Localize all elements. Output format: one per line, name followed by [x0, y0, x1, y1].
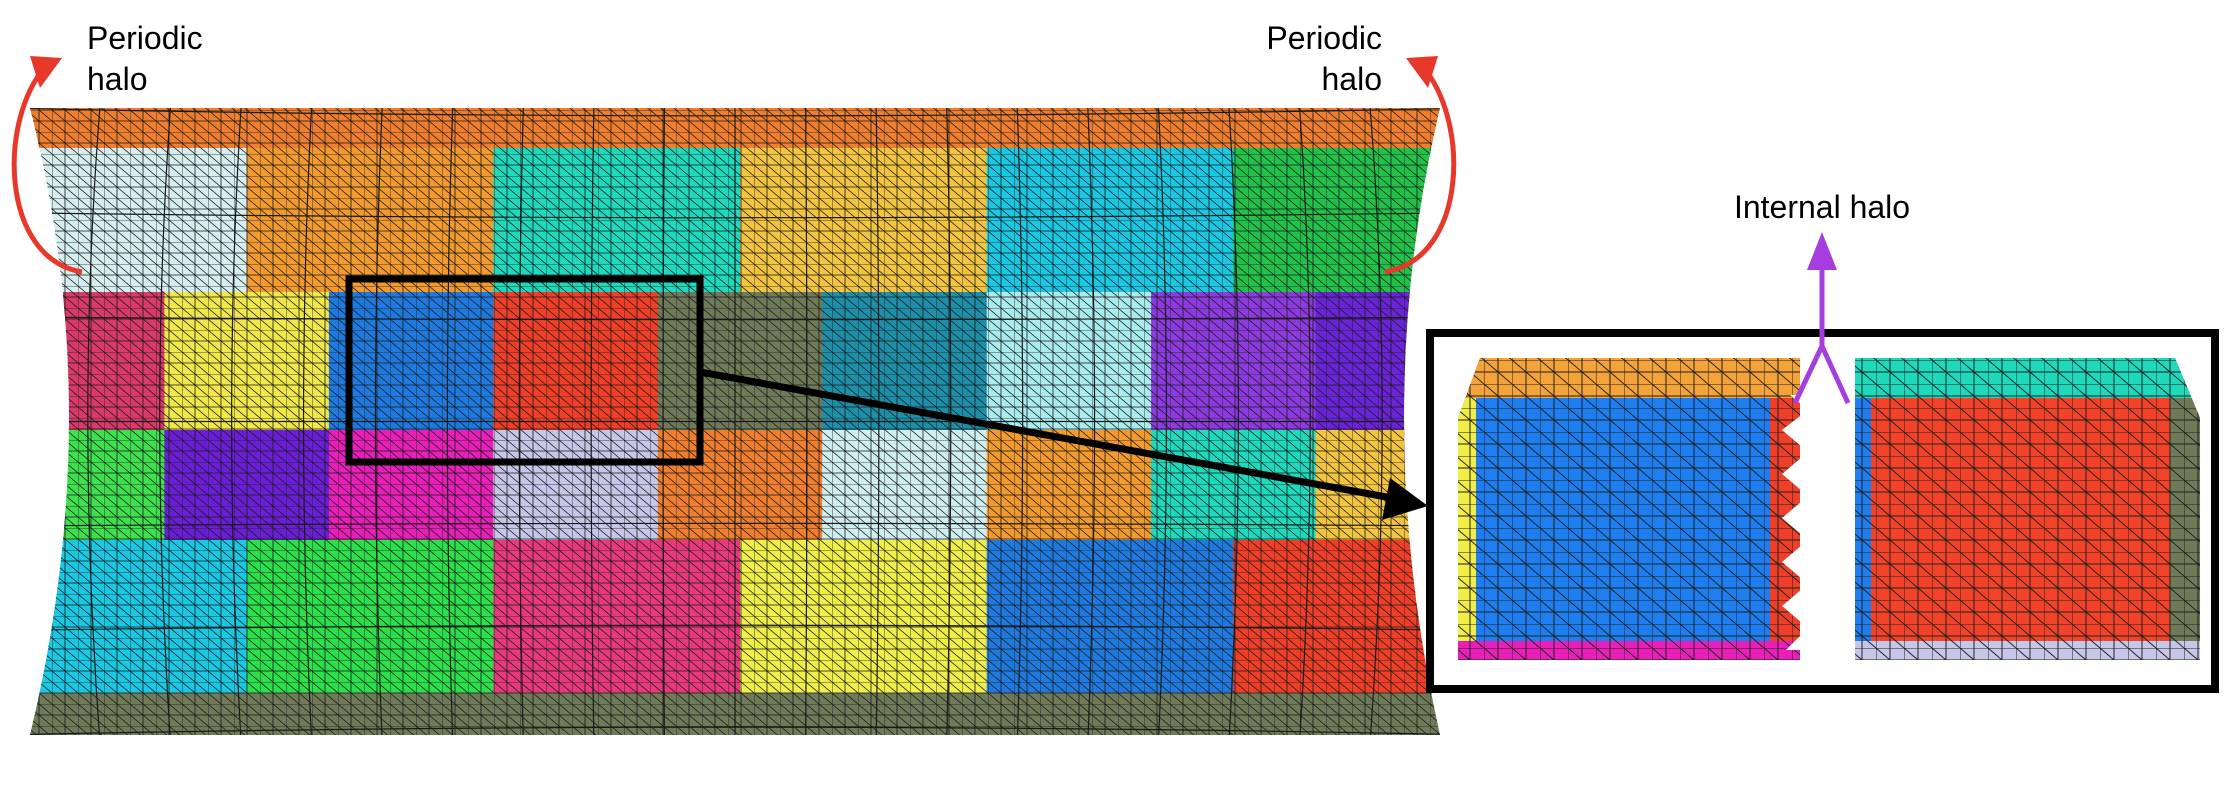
zoom-right-block — [1855, 358, 2200, 660]
mesh-curve — [518, 108, 525, 735]
internal-halo-arrow — [1792, 232, 1851, 405]
mesh-curve — [30, 624, 1440, 632]
mesh-curve — [662, 108, 666, 735]
zoom-arrow-line — [699, 368, 1393, 502]
mesh-curve — [1298, 108, 1311, 735]
mesh-curve — [302, 108, 313, 735]
mesh-curve — [1157, 108, 1168, 735]
mesh-overlay — [30, 108, 1440, 735]
cylinder-mesh — [30, 108, 1440, 735]
mesh-curve — [590, 108, 595, 735]
mesh-curve — [30, 726, 1440, 735]
periodic-halo-right-label-line1: Periodic — [1266, 20, 1382, 56]
mesh-curve — [1086, 108, 1096, 735]
periodic-halo-right-label-line2: halo — [1322, 61, 1383, 97]
mesh-curve — [875, 108, 880, 735]
zoom-arrowhead — [1382, 478, 1428, 520]
mesh-curve — [1368, 108, 1383, 735]
periodic-halo-left-label-line2: halo — [87, 61, 148, 97]
mesh-curve — [30, 108, 1440, 117]
mesh-curve — [30, 211, 1440, 219]
periodic-arrow-left — [11, 56, 83, 275]
periodic-arrow-right — [1384, 56, 1457, 275]
zoom-left-block — [1458, 358, 1800, 660]
zoom-gap — [1782, 395, 1862, 650]
mesh-curve — [159, 108, 172, 735]
mesh-curve — [231, 108, 243, 735]
periodic-halo-left-label-line1: Periodic — [87, 20, 203, 56]
mesh-curve — [446, 108, 454, 735]
mesh-curve — [30, 316, 1440, 321]
mesh-curve — [87, 108, 102, 735]
mesh-curve-lines — [30, 108, 1440, 735]
mesh-curve — [1016, 108, 1024, 735]
mesh-curve — [374, 108, 384, 735]
mesh-curve — [1227, 108, 1239, 735]
mesh-curve — [30, 522, 1440, 527]
selection-box — [345, 275, 704, 466]
internal-halo-label: Internal halo — [1734, 189, 1910, 225]
mesh-curve — [804, 108, 808, 735]
